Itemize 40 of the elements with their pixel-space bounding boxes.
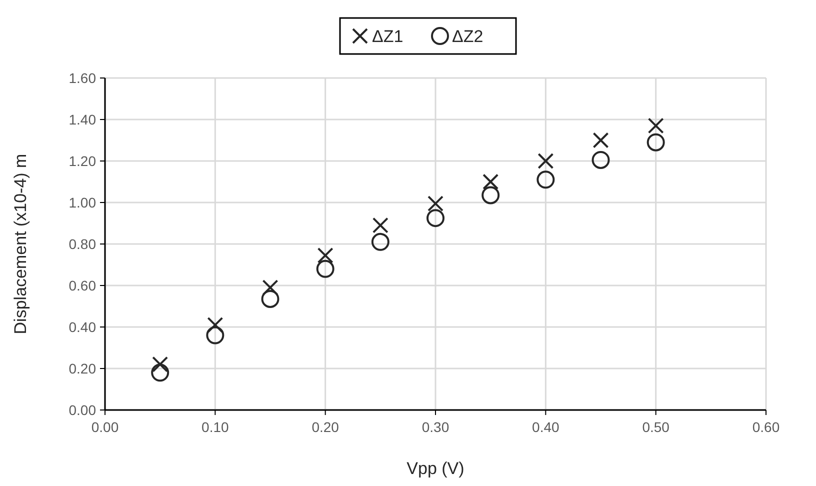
point bbox=[316, 260, 334, 278]
point bbox=[646, 133, 665, 152]
point bbox=[152, 356, 168, 372]
y-tick-label: 1.00 bbox=[68, 194, 96, 210]
point bbox=[648, 118, 664, 134]
point bbox=[151, 364, 170, 382]
point bbox=[206, 326, 224, 344]
y-tick-label: 1.20 bbox=[68, 153, 96, 169]
x-tick-label: 0.30 bbox=[422, 419, 450, 435]
x-tick-label: 0.10 bbox=[202, 419, 230, 435]
point bbox=[482, 174, 499, 190]
y-axis-title: Displacement (x10-4) m bbox=[11, 154, 30, 334]
point bbox=[536, 170, 555, 189]
x-tick-label: 0.40 bbox=[532, 419, 560, 435]
y-tick-label: 1.40 bbox=[68, 112, 96, 128]
y-tick-label: 0.60 bbox=[68, 278, 96, 294]
point bbox=[592, 132, 609, 148]
legend-label: ΔZ2 bbox=[452, 27, 484, 46]
x-tick-label: 0.60 bbox=[752, 419, 780, 435]
point bbox=[207, 316, 224, 333]
point bbox=[482, 186, 500, 204]
point bbox=[538, 153, 554, 169]
y-tick-label: 0.40 bbox=[68, 319, 96, 335]
point bbox=[592, 150, 610, 169]
point bbox=[317, 247, 334, 264]
point bbox=[261, 290, 280, 308]
point bbox=[428, 196, 444, 212]
point bbox=[371, 232, 390, 251]
point bbox=[426, 209, 444, 228]
y-tick-label: 1.60 bbox=[68, 70, 96, 86]
x-tick-label: 0.20 bbox=[312, 419, 340, 435]
y-tick-label: 0.00 bbox=[68, 402, 96, 418]
point bbox=[262, 280, 278, 296]
legend-label: ΔZ1 bbox=[372, 27, 404, 46]
x-axis-title: Vpp (V) bbox=[406, 459, 464, 478]
y-tick-label: 0.20 bbox=[68, 360, 96, 376]
x-tick-label: 0.00 bbox=[91, 419, 119, 435]
x-tick-label: 0.50 bbox=[642, 419, 670, 435]
point bbox=[372, 217, 388, 234]
y-tick-label: 0.80 bbox=[68, 236, 96, 252]
